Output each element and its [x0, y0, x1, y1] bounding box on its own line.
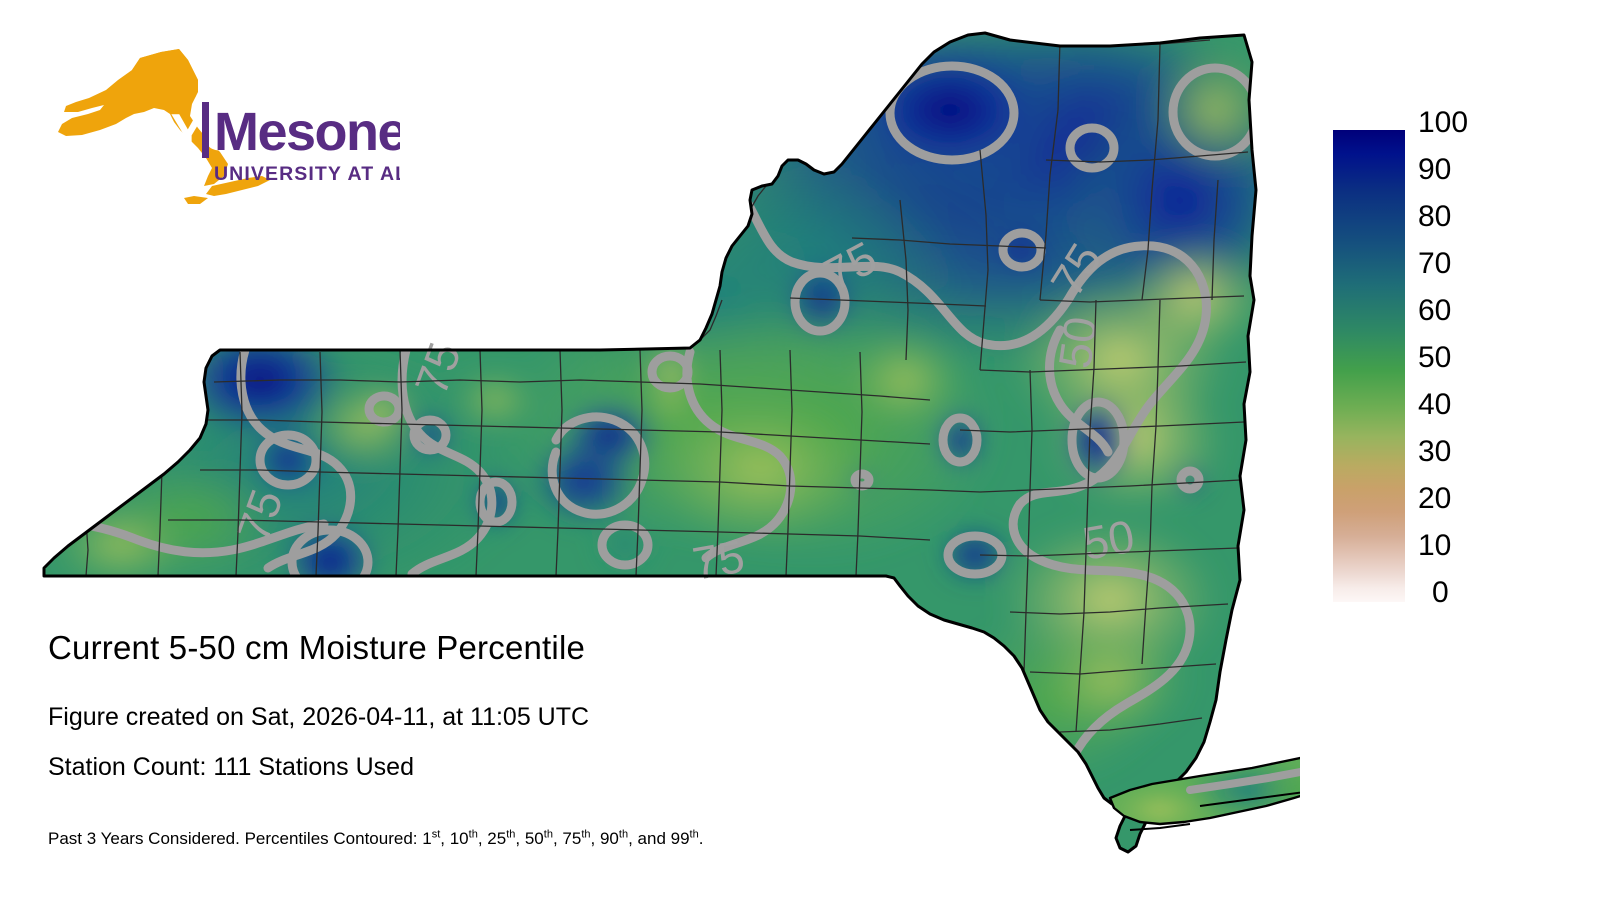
colorbar-tick: 60 [1418, 294, 1452, 327]
ordinal-suffix: th [543, 828, 553, 841]
long-island-contour [1186, 768, 1300, 794]
colorbar-tick: 80 [1418, 200, 1452, 233]
staten-island-line [1129, 823, 1191, 831]
long-island-south-shore [1199, 791, 1300, 807]
colorbar-tick: 30 [1418, 435, 1452, 468]
ordinal-suffix: th [468, 828, 478, 841]
colorbar [1333, 130, 1405, 602]
colorbar-tick: 50 [1418, 341, 1452, 374]
colorbar-tick-labels: 100 90 80 70 60 50 40 30 20 10 0 [1418, 108, 1538, 628]
contour-label: 50 [1048, 313, 1107, 371]
logo-nys-text: NYS [134, 104, 238, 162]
colorbar-tick: 100 [1418, 106, 1469, 139]
logo-mesonet-text: Mesonet [214, 102, 400, 162]
ordinal-suffix: th [581, 828, 591, 841]
colorbar-tick: 10 [1418, 529, 1452, 562]
nys-mesonet-logo: NYS Mesonet UNIVERSITY AT ALBANY [48, 46, 400, 216]
figure-footnote: Past 3 Years Considered. Percentiles Con… [48, 828, 704, 848]
figure-title: Current 5-50 cm Moisture Percentile [48, 629, 586, 666]
state-outline [42, 31, 1258, 854]
county-boundaries [85, 39, 1249, 733]
ordinal-suffix: th [689, 828, 699, 841]
station-count-line: Station Count: 111 Stations Used [48, 753, 414, 781]
logo-divider [202, 102, 209, 158]
logo-state-shape [58, 49, 270, 204]
ordinal-suffix: th [506, 828, 516, 841]
moisture-percentile-map: 75 75 50 75 75 75 50 [42, 31, 1300, 854]
ordinal-suffix: th [618, 828, 629, 841]
contour-label: 50 [1079, 510, 1138, 570]
map-svg: 75 75 50 75 75 75 50 [42, 31, 1300, 854]
colorbar-tick: 90 [1418, 153, 1452, 186]
colorbar-tick: 70 [1418, 247, 1452, 280]
logo-svg: NYS Mesonet UNIVERSITY AT ALBANY [58, 49, 400, 204]
long-island-outline [1108, 756, 1300, 826]
colorbar-tick: 0 [1432, 576, 1449, 609]
colorbar-tick: 20 [1418, 482, 1452, 515]
logo-tagline-text: UNIVERSITY AT ALBANY [214, 163, 400, 185]
colorbar-tick: 40 [1418, 388, 1452, 421]
ordinal-suffix: st [431, 828, 441, 841]
colorbar-gradient [1333, 130, 1405, 602]
figure-created-line: Figure created on Sat, 2026-04-11, at 11… [48, 703, 590, 731]
contour-label: 75 [689, 530, 748, 590]
